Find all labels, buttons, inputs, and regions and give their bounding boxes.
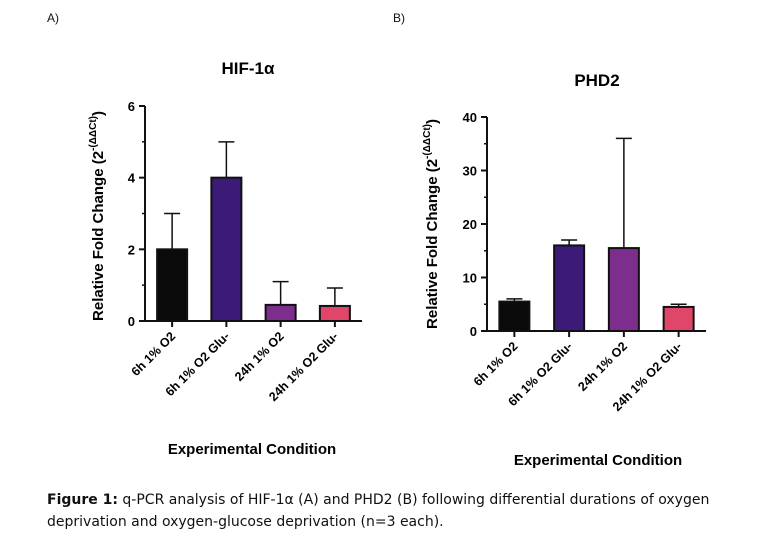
y-tick-label: 20 xyxy=(463,217,477,232)
bar xyxy=(156,248,189,322)
y-axis-title-superscript: -(ΔΔCt) xyxy=(422,124,433,159)
x-tick-label: 24h 1% O2 xyxy=(232,329,287,384)
y-axis-title-close: ) xyxy=(90,111,107,116)
y-axis-title: Relative Fold Change (2-(ΔΔCt)) xyxy=(88,111,107,321)
panel-label-b: B) xyxy=(393,11,405,25)
figure-caption: Figure 1: q-PCR analysis of HIF-1α (A) a… xyxy=(47,489,767,533)
y-tick-label: 0 xyxy=(470,324,477,339)
x-tick-label: 24h 1% O2 xyxy=(575,339,630,394)
bar xyxy=(498,300,531,333)
bar xyxy=(318,304,351,323)
y-tick-label: 10 xyxy=(463,271,477,286)
y-tick-label: 4 xyxy=(128,171,136,186)
x-axis-title: Experimental Condition xyxy=(514,452,682,469)
y-axis-title-close: ) xyxy=(424,119,441,124)
panel-label-a: A) xyxy=(47,11,59,25)
chart-title: PHD2 xyxy=(574,71,619,90)
chart-title: HIF-1α xyxy=(222,59,276,78)
y-axis-title-main: Relative Fold Change (2 xyxy=(424,159,441,329)
x-axis-title: Experimental Condition xyxy=(168,441,336,458)
bar xyxy=(264,303,297,322)
y-axis-title: Relative Fold Change (2-(ΔΔCt)) xyxy=(422,119,441,329)
bar xyxy=(210,176,243,322)
x-tick-label: 6h 1% O2 xyxy=(471,339,521,389)
caption-label: Figure 1: xyxy=(47,492,118,508)
y-tick-label: 40 xyxy=(463,110,477,125)
y-tick-label: 0 xyxy=(128,314,135,329)
x-tick-label: 6h 1% O2 xyxy=(129,329,179,379)
y-axis-title-main: Relative Fold Change (2 xyxy=(90,151,107,321)
y-tick-label: 2 xyxy=(128,242,135,257)
y-tick-label: 6 xyxy=(128,99,135,114)
caption-text: q-PCR analysis of HIF-1α (A) and PHD2 (B… xyxy=(47,492,710,530)
bar xyxy=(662,305,695,332)
bar xyxy=(607,247,640,332)
y-axis-title-superscript: -(ΔΔCt) xyxy=(88,116,99,151)
y-tick-label: 30 xyxy=(463,164,477,179)
bar xyxy=(553,244,586,332)
